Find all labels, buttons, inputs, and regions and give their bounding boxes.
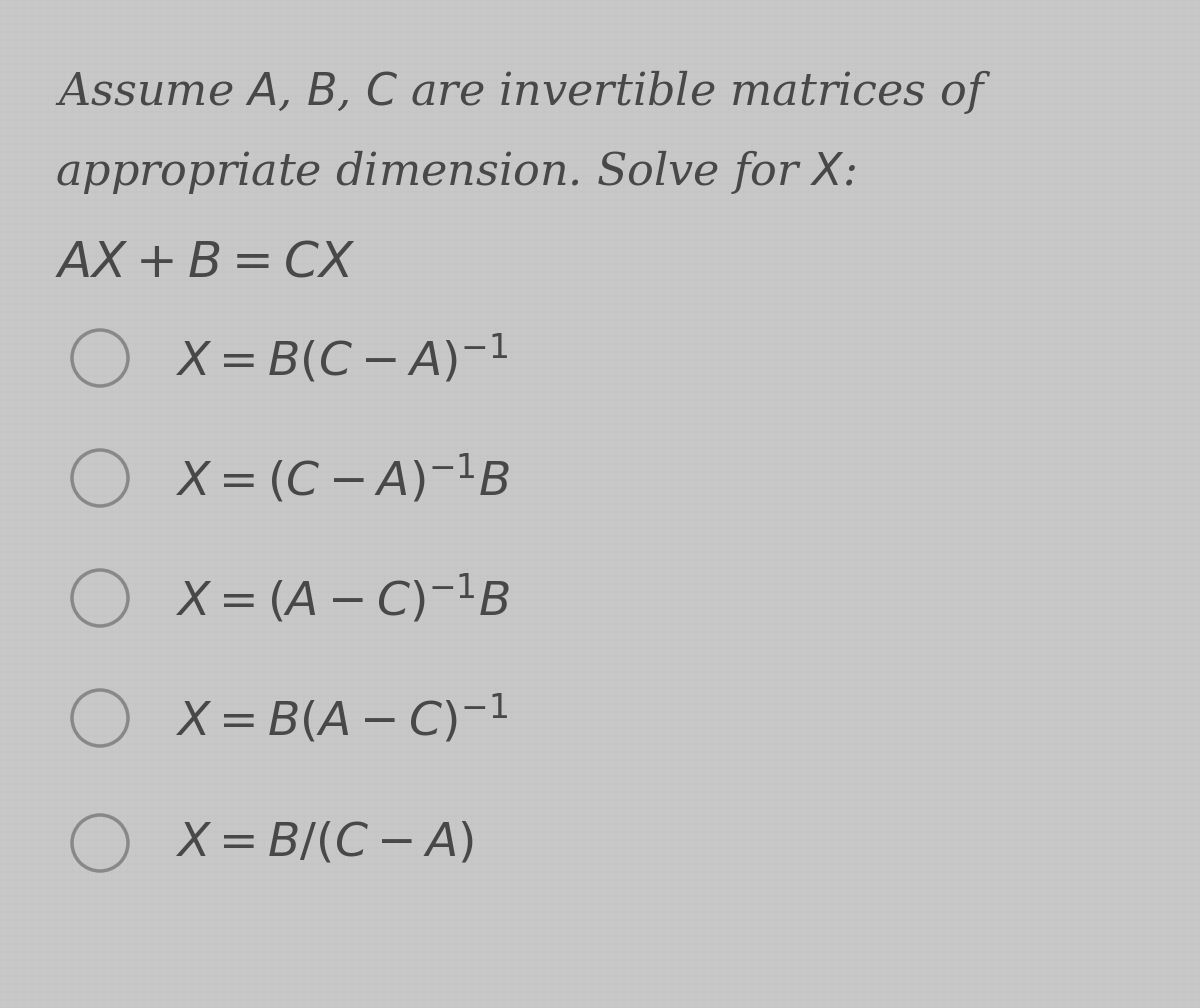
Text: $\mathit{X} = (\mathit{A} - \mathit{C})^{-1}\mathit{B}$: $\mathit{X} = (\mathit{A} - \mathit{C})^… [175,572,510,625]
Text: $\mathit{AX} + \mathit{B} = \mathit{CX}$: $\mathit{AX} + \mathit{B} = \mathit{CX}$ [55,238,355,287]
Text: appropriate dimension. Solve for $\mathit{X}$:: appropriate dimension. Solve for $\mathi… [55,148,857,196]
Text: $\mathit{X} = (\mathit{C} - \mathit{A})^{-1}\mathit{B}$: $\mathit{X} = (\mathit{C} - \mathit{A})^… [175,452,510,505]
Text: $\mathit{X} = \mathit{B}(\mathit{C} - \mathit{A})^{-1}$: $\mathit{X} = \mathit{B}(\mathit{C} - \m… [175,332,508,385]
Text: $\mathit{X} = \mathit{B}(\mathit{A} - \mathit{C})^{-1}$: $\mathit{X} = \mathit{B}(\mathit{A} - \m… [175,691,508,745]
Text: $\mathit{X} = \mathit{B}/(\mathit{C} - \mathit{A})$: $\mathit{X} = \mathit{B}/(\mathit{C} - \… [175,821,474,866]
Text: Assume $\mathit{A}$, $\mathit{B}$, $\mathit{C}$ are invertible matrices of: Assume $\mathit{A}$, $\mathit{B}$, $\mat… [55,68,991,116]
